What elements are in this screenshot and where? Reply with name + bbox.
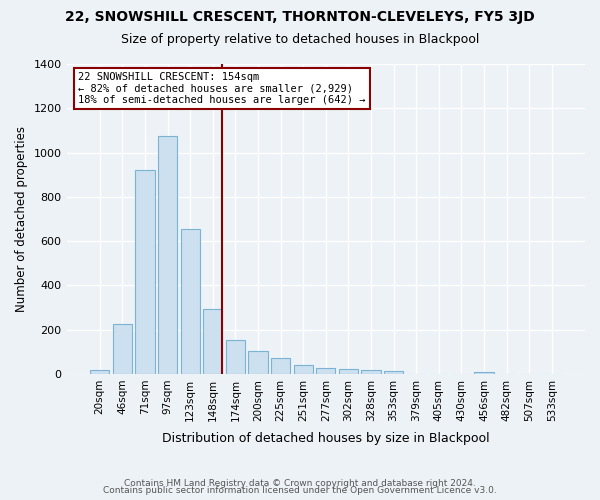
Bar <box>203 308 223 374</box>
Text: 22 SNOWSHILL CRESCENT: 154sqm
← 82% of detached houses are smaller (2,929)
18% o: 22 SNOWSHILL CRESCENT: 154sqm ← 82% of d… <box>78 72 365 105</box>
Bar <box>248 350 268 374</box>
Text: Contains public sector information licensed under the Open Government Licence v3: Contains public sector information licen… <box>103 486 497 495</box>
Bar <box>384 371 403 374</box>
Bar <box>136 170 155 374</box>
Bar <box>316 368 335 374</box>
Y-axis label: Number of detached properties: Number of detached properties <box>15 126 28 312</box>
X-axis label: Distribution of detached houses by size in Blackpool: Distribution of detached houses by size … <box>162 432 490 445</box>
Bar <box>158 136 177 374</box>
Bar <box>361 370 380 374</box>
Bar <box>339 369 358 374</box>
Text: Size of property relative to detached houses in Blackpool: Size of property relative to detached ho… <box>121 32 479 46</box>
Bar <box>226 340 245 374</box>
Bar <box>113 324 132 374</box>
Bar <box>181 229 200 374</box>
Bar <box>271 358 290 374</box>
Bar <box>293 366 313 374</box>
Text: 22, SNOWSHILL CRESCENT, THORNTON-CLEVELEYS, FY5 3JD: 22, SNOWSHILL CRESCENT, THORNTON-CLEVELE… <box>65 10 535 24</box>
Text: Contains HM Land Registry data © Crown copyright and database right 2024.: Contains HM Land Registry data © Crown c… <box>124 478 476 488</box>
Bar <box>475 372 494 374</box>
Bar <box>90 370 109 374</box>
